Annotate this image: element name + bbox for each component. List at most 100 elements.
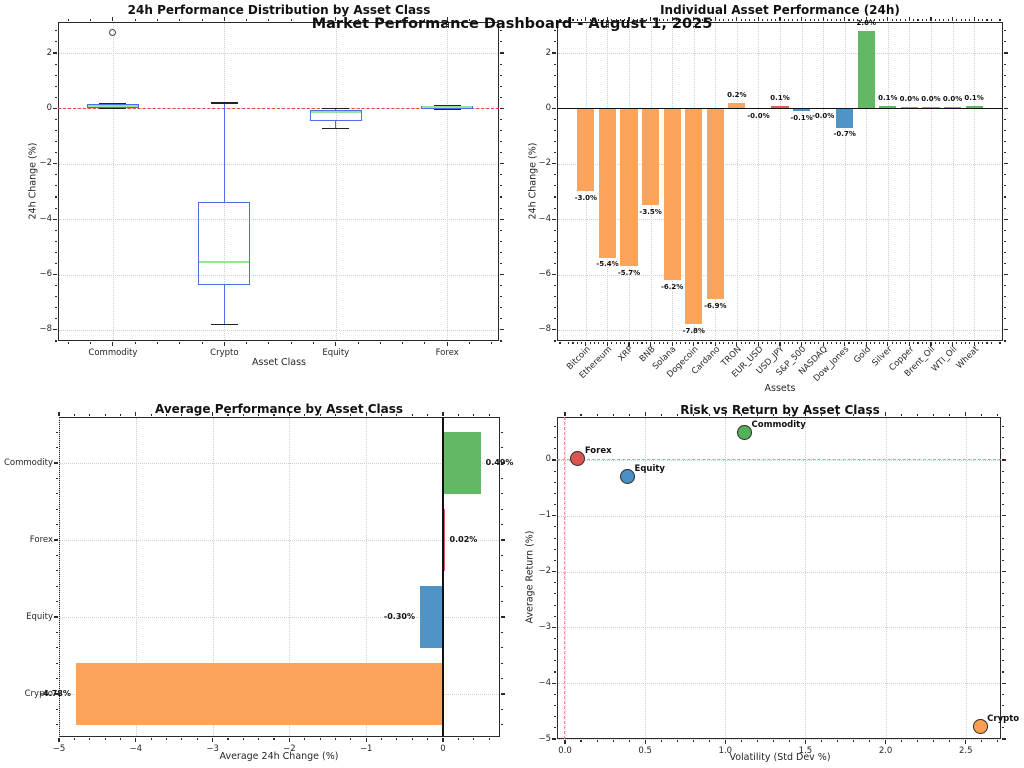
y-tick-mark	[501, 585, 504, 587]
x-tick-mark	[956, 18, 958, 21]
boxplot-ylabel: 24h Change (%)	[27, 142, 39, 220]
y-tick-mark	[1004, 163, 1008, 165]
y-tick-mark	[53, 273, 57, 276]
x-tick-mark	[473, 413, 475, 416]
x-tick-mark	[242, 738, 244, 741]
gridline-vertical	[823, 23, 825, 340]
x-tick-mark	[852, 413, 855, 416]
y-tick-mark	[500, 118, 503, 121]
y-tick-mark	[1002, 504, 1005, 506]
x-tick-mark	[658, 18, 660, 21]
avg-bar-title: Average Performance by Asset Class	[154, 402, 404, 416]
x-tick-mark	[602, 18, 604, 21]
x-tick-mark	[965, 412, 967, 416]
gridline-vertical	[952, 23, 954, 340]
y-tick-mark	[1004, 329, 1008, 331]
gridline-horizontal	[59, 53, 498, 54]
y-tick-mark	[553, 262, 556, 264]
x-tick-mark	[796, 18, 798, 21]
x-tick-mark	[796, 342, 798, 345]
x-tick-mark	[379, 18, 381, 21]
x-tick-mark	[708, 740, 710, 743]
x-tick-mark	[848, 342, 850, 345]
y-tick-mark	[500, 196, 503, 198]
x-tick-mark	[818, 342, 820, 345]
y-tick-mark	[553, 174, 556, 176]
x-tick-mark	[999, 18, 1001, 21]
bar-Bitcoin	[577, 108, 595, 192]
x-tick-mark	[693, 342, 695, 346]
y-tick-mark	[54, 462, 58, 464]
bar-value-label: -5.4%	[596, 260, 619, 269]
x-tick-mark	[801, 342, 803, 346]
x-tick-mark	[809, 342, 811, 345]
x-tick-mark	[667, 342, 669, 345]
x-tick-mark	[611, 342, 613, 345]
x-tick-mark	[878, 18, 880, 21]
x-tick-mark	[73, 738, 75, 741]
x-tick-mark	[870, 342, 872, 345]
y-tick-mark	[54, 185, 57, 187]
bar-Commodity	[443, 432, 481, 494]
y-tick-mark	[1002, 615, 1005, 617]
x-tick-mark	[227, 738, 229, 741]
y-tick-mark	[1002, 425, 1005, 428]
x-tick-mark	[839, 342, 841, 345]
y-tick-mark	[1004, 207, 1007, 209]
x-tick-mark	[658, 342, 660, 345]
x-tick-mark	[844, 342, 846, 346]
y-tick-mark	[501, 539, 505, 541]
x-tick-mark	[644, 740, 646, 744]
x-tick-mark	[986, 18, 988, 21]
y-tick-mark	[500, 129, 503, 132]
x-tick-mark	[805, 18, 807, 21]
gridline-horizontal	[558, 571, 1000, 573]
x-tick-mark	[831, 342, 833, 345]
x-tick-mark	[775, 342, 777, 345]
x-tick-mark	[379, 342, 381, 345]
x-tick-mark	[156, 18, 159, 21]
y-tick-mark	[1002, 548, 1005, 550]
x-tick-mark	[246, 342, 248, 345]
x-tick-mark	[865, 17, 867, 21]
y-tick-mark	[500, 174, 503, 176]
y-tick-mark	[54, 74, 57, 76]
zero-line-horizontal	[557, 459, 1001, 461]
x-tick-mark	[949, 413, 951, 416]
y-tick-label: −6	[39, 269, 52, 280]
x-tick-mark	[357, 342, 359, 345]
x-tick-mark	[473, 738, 475, 741]
x-tick-mark	[986, 342, 988, 345]
y-tick-mark	[501, 601, 504, 603]
x-tick-mark	[119, 413, 121, 416]
x-tick-mark	[612, 413, 614, 416]
x-tick-mark	[801, 17, 803, 21]
gridline-vertical	[59, 418, 60, 736]
y-tick-mark	[501, 493, 504, 495]
y-tick-mark	[553, 240, 556, 242]
x-tick-mark	[606, 17, 608, 21]
x-tick-mark	[319, 413, 321, 416]
x-tick-mark	[312, 342, 315, 345]
y-tick-mark	[500, 207, 503, 209]
bar-S&P_500	[792, 108, 811, 112]
outlier-point	[109, 28, 117, 36]
bar-value-label: 0.0%	[899, 95, 920, 104]
x-tick-mark	[104, 413, 106, 416]
x-tick-mark	[977, 18, 979, 21]
y-tick-label: −2	[538, 566, 551, 577]
x-tick-mark	[990, 342, 992, 345]
whisker-cap	[99, 103, 127, 105]
gridline-horizontal	[558, 739, 1000, 740]
median-line	[87, 105, 138, 107]
x-tick-mark	[836, 740, 839, 743]
x-tick-mark	[943, 342, 945, 345]
x-tick-mark	[589, 18, 591, 21]
y-tick-mark	[552, 218, 556, 220]
gridline-horizontal	[558, 515, 1000, 517]
x-tick-mark	[973, 342, 975, 346]
y-tick-mark	[54, 229, 57, 231]
x-tick-mark	[676, 413, 678, 416]
x-tick-mark	[611, 18, 613, 21]
